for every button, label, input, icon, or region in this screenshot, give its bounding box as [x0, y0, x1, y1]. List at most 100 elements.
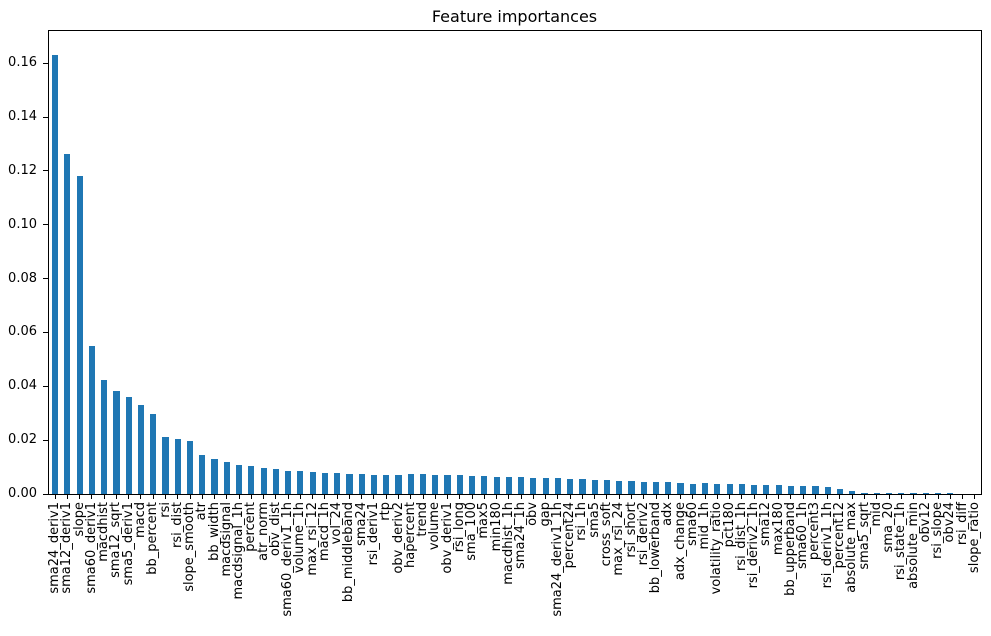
x-axis-tick	[692, 495, 694, 499]
bar-obv_dist	[272, 469, 279, 494]
x-axis-tick	[594, 495, 596, 499]
bar-sma60_deriv1	[88, 346, 95, 494]
x-axis-tick	[226, 495, 228, 499]
x-axis-tick	[385, 495, 387, 499]
y-axis-tick	[43, 385, 48, 387]
x-axis-tick	[238, 495, 240, 499]
bar-percent12	[836, 489, 844, 494]
x-axis-tick	[177, 495, 179, 499]
bar-sma_100	[469, 476, 476, 494]
x-axis-tick	[778, 495, 780, 499]
x-axis-tick	[888, 495, 890, 499]
bar-obv_deriv2	[395, 475, 402, 494]
bar-sma5_deriv1	[125, 397, 132, 494]
bar-macd	[137, 405, 145, 494]
bar-sma24_deriv1	[52, 55, 59, 494]
x-axis-tick	[876, 495, 878, 499]
x-axis-tick	[864, 495, 865, 499]
x-axis-tick	[348, 495, 350, 499]
x-axis-tick	[287, 495, 289, 499]
x-axis-tick	[790, 495, 792, 499]
x-axis-tick	[79, 495, 81, 499]
bar-sma24	[358, 474, 365, 494]
y-axis-tick-label: 0.02	[8, 432, 37, 448]
bar-macdsignal	[223, 462, 230, 494]
x-axis-tick	[422, 495, 424, 499]
x-axis-tick	[839, 495, 841, 499]
x-axis-tick	[631, 495, 632, 499]
x-axis-tick	[520, 495, 522, 499]
x-axis-tick	[532, 495, 534, 499]
bar-absolute_max	[849, 491, 856, 494]
bar-rsi_deriv2_1h	[751, 485, 758, 494]
x-axis-tick	[373, 495, 375, 499]
x-axis-tick	[189, 495, 191, 499]
bar-sma12_deriv1	[64, 154, 71, 494]
x-axis-tick	[128, 495, 130, 499]
x-axis-tick	[680, 495, 682, 499]
y-axis-tick-label: 0.00	[8, 486, 37, 501]
y-axis-tick	[43, 331, 48, 333]
bar-macdsignal_1h	[236, 465, 243, 494]
x-axis-tick	[569, 495, 571, 499]
bar-rtp	[383, 475, 390, 494]
y-axis-tick	[43, 62, 48, 64]
bar-min180	[493, 477, 500, 494]
x-axis-tick	[336, 495, 338, 499]
bar-max_rsi_12	[309, 472, 316, 494]
x-axis-tick	[250, 495, 252, 499]
bar-sma_20	[885, 493, 893, 494]
bar-rsi	[162, 437, 169, 494]
x-axis-tick	[434, 495, 436, 499]
bar-percent24	[567, 479, 574, 494]
x-axis-tick	[447, 495, 449, 499]
x-axis-tick	[496, 495, 498, 499]
bar-sma5_sqrt	[861, 493, 868, 494]
bar-mid	[873, 493, 880, 494]
bar-sma24_deriv1_1h	[554, 478, 561, 494]
bar-mid_1h	[702, 483, 709, 494]
bar-bb_percent	[150, 414, 157, 494]
bar-rsi_deriv1	[370, 475, 378, 494]
bar-trend	[419, 474, 427, 494]
x-axis-tick	[471, 495, 473, 499]
bar-rsi_state_1h	[898, 493, 905, 494]
bar-rsi_dist_1h	[738, 484, 745, 494]
x-axis-tick	[753, 495, 755, 499]
x-axis-tick	[765, 495, 767, 499]
bar-slope	[76, 176, 83, 494]
x-axis-tick	[925, 495, 927, 499]
x-axis-tick	[962, 495, 964, 499]
bar-adx_change	[677, 483, 684, 494]
bar-atr_norm	[260, 468, 267, 494]
bar-max5	[481, 476, 488, 494]
bar-macdhist	[101, 380, 108, 494]
x-axis-tick	[729, 495, 731, 499]
bar-rsi_long	[456, 475, 463, 494]
x-axis-tick-label: slope_ratio	[966, 502, 982, 574]
y-axis-tick-label: 0.16	[8, 55, 37, 71]
x-axis-tick	[140, 495, 142, 499]
bar-rsi_deriv2	[640, 482, 647, 494]
x-axis-tick	[643, 495, 645, 499]
bar-obv24	[947, 493, 954, 494]
bar-macdhist_1h	[505, 477, 512, 494]
x-axis-tick	[299, 495, 301, 499]
y-axis-tick-label: 0.12	[8, 162, 37, 178]
bar-volume_1h	[297, 471, 304, 494]
bar-sma24_1h	[518, 477, 525, 494]
chart-title: Feature importances	[431, 7, 598, 26]
y-axis-tick	[43, 224, 48, 226]
bar-pct180	[726, 484, 733, 494]
x-axis-tick	[275, 495, 277, 499]
y-axis-tick-label: 0.14	[8, 109, 37, 125]
bar-sma60_deriv1_1h	[285, 471, 292, 494]
bar-max180	[775, 485, 782, 494]
x-axis-tick	[54, 495, 56, 499]
x-axis-tick	[851, 495, 853, 499]
bar-max_rsi_24	[616, 481, 623, 494]
y-axis-tick	[43, 439, 48, 441]
x-axis-tick	[655, 495, 657, 499]
bar-bb_middleband	[346, 474, 353, 494]
